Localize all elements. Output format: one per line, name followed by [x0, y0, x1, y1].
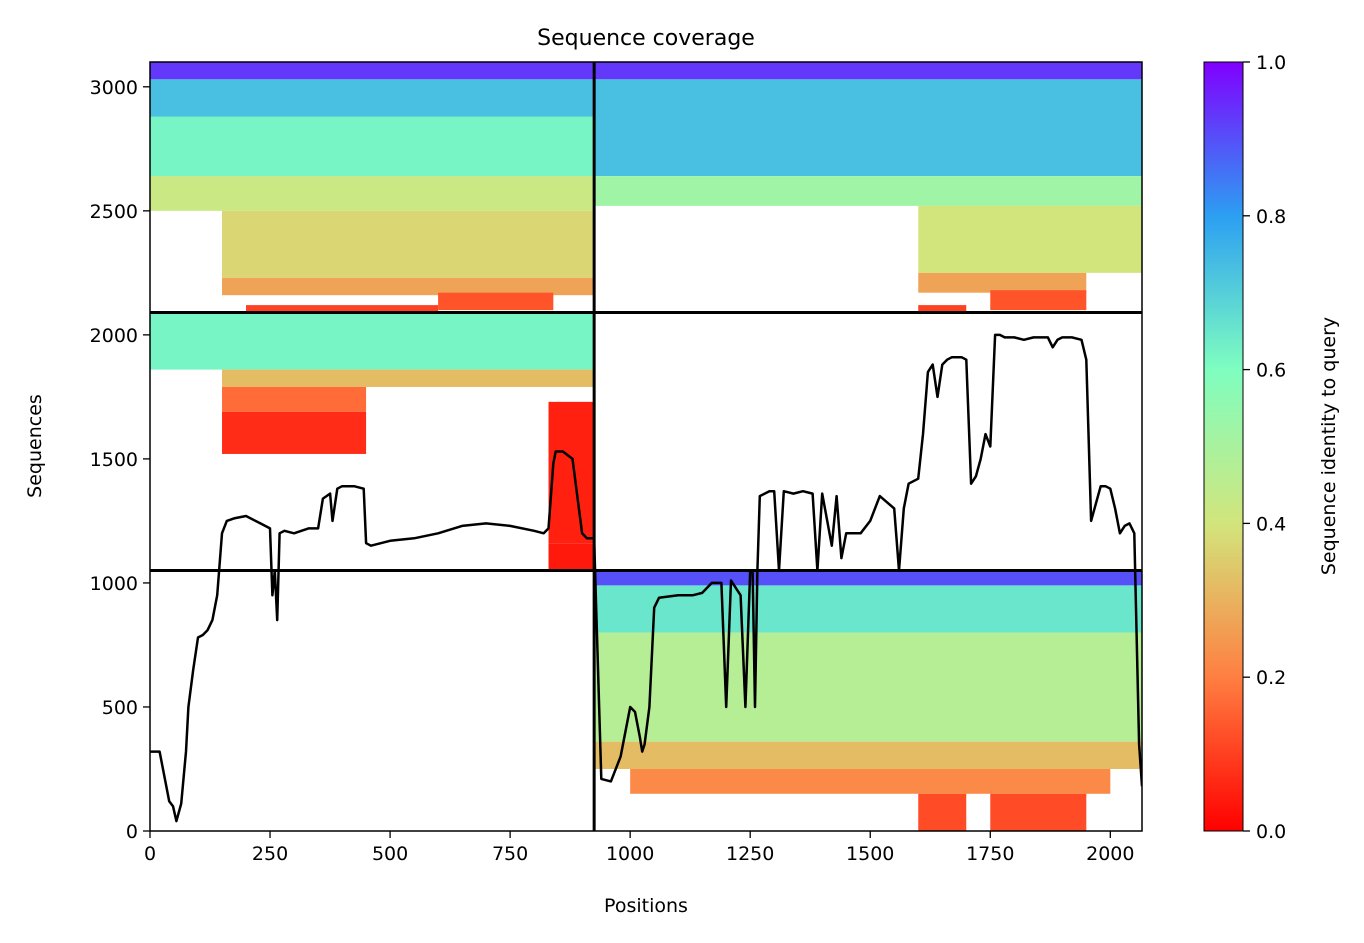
colorbar-tick-label: 0.4: [1256, 513, 1286, 535]
colorbar-label: Sequence identity to query: [1318, 317, 1340, 575]
coverage-band: [630, 768, 1111, 794]
coverage-band: [918, 205, 1142, 273]
coverage-band: [150, 116, 595, 177]
coverage-band: [990, 793, 1087, 831]
x-axis-label: Positions: [604, 895, 688, 917]
colorbar-tick-label: 0.2: [1256, 667, 1286, 689]
coverage-band: [990, 290, 1087, 311]
coverage-band: [918, 272, 1087, 293]
coverage-band: [246, 305, 439, 313]
coverage-line: [150, 333, 1142, 823]
coverage-band: [222, 386, 367, 412]
y-tick-label: 0: [126, 821, 138, 843]
x-tick-label: 750: [492, 843, 528, 865]
coverage-heatmap: [150, 62, 1142, 831]
coverage-band: [222, 277, 595, 296]
coverage-band: [918, 305, 967, 313]
x-tick-label: 1500: [846, 843, 894, 865]
coverage-band: [594, 741, 1142, 769]
colorbar-tick-label: 0.0: [1256, 821, 1286, 843]
coverage-band: [222, 369, 595, 387]
y-tick-label: 500: [102, 697, 138, 719]
x-axis: 0 250 500 750 1000 1250 1500 1750 2000: [144, 831, 1134, 865]
coverage-band: [594, 570, 1142, 586]
coverage-band: [548, 401, 595, 544]
plot-frame: [149, 61, 1143, 832]
coverage-band: [150, 62, 595, 80]
x-tick-label: 500: [372, 843, 408, 865]
coverage-band: [594, 176, 1142, 206]
coverage-band: [548, 543, 595, 571]
y-tick-label: 1500: [90, 449, 138, 471]
colorbar: [1203, 61, 1244, 832]
y-tick-label: 3000: [90, 77, 138, 99]
y-tick-label: 1000: [90, 573, 138, 595]
y-axis: 0 500 1000 1500 2000 2500 3000: [90, 77, 150, 843]
x-tick-label: 250: [252, 843, 288, 865]
colorbar-tick-label: 0.6: [1256, 360, 1286, 382]
colorbar-tick-label: 1.0: [1256, 52, 1286, 74]
x-tick-label: 1750: [966, 843, 1014, 865]
coverage-band: [594, 62, 1142, 80]
y-tick-label: 2000: [90, 325, 138, 347]
colorbar-tick-label: 0.8: [1256, 206, 1286, 228]
y-axis-label: Sequences: [24, 394, 46, 498]
coverage-band: [150, 176, 595, 211]
y-tick-label: 2500: [90, 201, 138, 223]
coverage-band: [438, 292, 554, 311]
coverage-band: [594, 79, 1142, 177]
coverage-band: [150, 312, 595, 370]
chain-boundaries: [150, 62, 1142, 831]
coverage-band: [918, 793, 967, 831]
coverage-band: [594, 632, 1142, 742]
x-tick-label: 1000: [606, 843, 654, 865]
x-tick-label: 1250: [726, 843, 774, 865]
chart-title: Sequence coverage: [537, 26, 755, 51]
coverage-band: [594, 585, 1142, 633]
x-tick-label: 0: [144, 843, 156, 865]
coverage-line-layer: [150, 333, 1142, 823]
x-tick-label: 2000: [1086, 843, 1134, 865]
coverage-band: [222, 411, 367, 454]
coverage-band: [222, 210, 595, 278]
colorbar-axis: 0.0 0.2 0.4 0.6 0.8 1.0: [1243, 52, 1286, 843]
